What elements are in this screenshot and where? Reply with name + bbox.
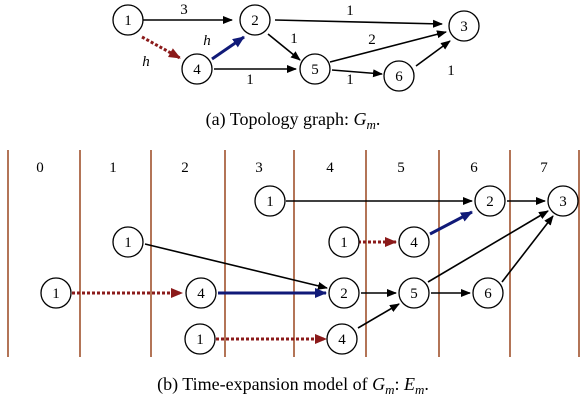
time-expansion-model: 0 1 2 3 4 5 6 7 1 2 3 xyxy=(7,150,580,357)
topology-graph: 3 1 1 h h 1 2 1 1 1 2 3 4 5 6 xyxy=(112,2,480,92)
topo-node-1: 1 xyxy=(112,4,144,36)
te-node-4-slot5: 4 xyxy=(398,226,430,258)
topo-edge-1-4-patterned xyxy=(141,35,181,60)
time-expansion-caption: (b) Time-expansion model of Gm: Em. xyxy=(157,374,429,397)
topo-edge-2-3 xyxy=(274,19,443,28)
te-node-1-slot2: 1 xyxy=(184,323,216,355)
svg-text:3: 3 xyxy=(460,19,468,35)
te-node-2-slot6: 2 xyxy=(474,185,506,217)
topo-label-6-3: 1 xyxy=(447,63,455,79)
svg-text:1: 1 xyxy=(266,194,274,210)
te-node-2-slot4: 2 xyxy=(328,277,360,309)
te-edge-1-to-2-mid xyxy=(144,243,328,290)
te-node-1-slot3: 1 xyxy=(254,185,286,217)
svg-text:1: 1 xyxy=(124,13,132,29)
te-node-1-slot4: 1 xyxy=(328,226,360,258)
topo-label-1-4: h xyxy=(142,54,150,70)
te-edge-4-to-2-highlight-top xyxy=(429,210,473,236)
svg-text:5: 5 xyxy=(311,62,319,78)
slot-label-6: 6 xyxy=(470,160,478,176)
topo-edge-2-5 xyxy=(267,33,301,61)
te-node-3-slot7: 3 xyxy=(547,185,579,217)
svg-text:4: 4 xyxy=(338,332,346,348)
te-node-6-slot6: 6 xyxy=(472,277,504,309)
topo-label-4-2: h xyxy=(203,33,211,49)
slot-label-3: 3 xyxy=(255,160,263,176)
svg-text:4: 4 xyxy=(197,286,205,302)
te-node-1-slot1: 1 xyxy=(112,226,144,258)
svg-text:3: 3 xyxy=(559,194,567,210)
slot-dividers xyxy=(7,150,580,357)
topo-edge-6-3 xyxy=(415,40,451,67)
slot-label-5: 5 xyxy=(397,160,405,176)
topo-label-2-3: 1 xyxy=(346,3,354,19)
topo-label-2-5: 1 xyxy=(290,31,298,47)
slot-label-0: 0 xyxy=(36,160,44,176)
svg-text:1: 1 xyxy=(196,332,204,348)
slot-label-2: 2 xyxy=(181,160,189,176)
topo-label-1-2: 3 xyxy=(180,2,188,18)
svg-text:4: 4 xyxy=(410,235,418,251)
topo-node-3: 3 xyxy=(448,10,480,42)
topo-label-5-6: 1 xyxy=(346,72,354,88)
svg-text:5: 5 xyxy=(410,286,418,302)
topo-label-5-3: 2 xyxy=(368,32,376,48)
topo-node-5: 5 xyxy=(299,53,331,85)
svg-text:4: 4 xyxy=(193,62,201,78)
topo-edge-5-3 xyxy=(329,30,447,63)
svg-text:6: 6 xyxy=(395,69,403,85)
svg-text:1: 1 xyxy=(124,235,132,251)
svg-text:2: 2 xyxy=(486,194,494,210)
svg-text:1: 1 xyxy=(52,286,60,302)
slot-label-7: 7 xyxy=(540,160,548,176)
te-node-4-slot2: 4 xyxy=(185,277,217,309)
topo-edge-4-2-highlight xyxy=(211,35,245,61)
slot-label-1: 1 xyxy=(109,160,117,176)
topo-edge-5-6 xyxy=(331,69,383,78)
svg-text:2: 2 xyxy=(340,286,348,302)
topo-node-2: 2 xyxy=(239,4,271,36)
te-edge-5-to-3 xyxy=(427,210,549,283)
te-node-1-slot0: 1 xyxy=(40,277,72,309)
te-node-5-slot5: 5 xyxy=(398,277,430,309)
svg-text:1: 1 xyxy=(340,235,348,251)
te-edge-4-to-5 xyxy=(357,303,400,329)
topology-caption: (a) Topology graph: Gm. xyxy=(206,109,381,132)
slot-label-4: 4 xyxy=(326,160,334,176)
topo-node-6: 6 xyxy=(383,60,415,92)
topo-node-4: 4 xyxy=(181,53,213,85)
te-node-4-slot4: 4 xyxy=(326,323,358,355)
svg-text:6: 6 xyxy=(484,286,492,302)
svg-text:2: 2 xyxy=(251,13,259,29)
topo-label-4-5: 1 xyxy=(246,72,254,88)
te-edge-6-to-3 xyxy=(501,215,554,283)
